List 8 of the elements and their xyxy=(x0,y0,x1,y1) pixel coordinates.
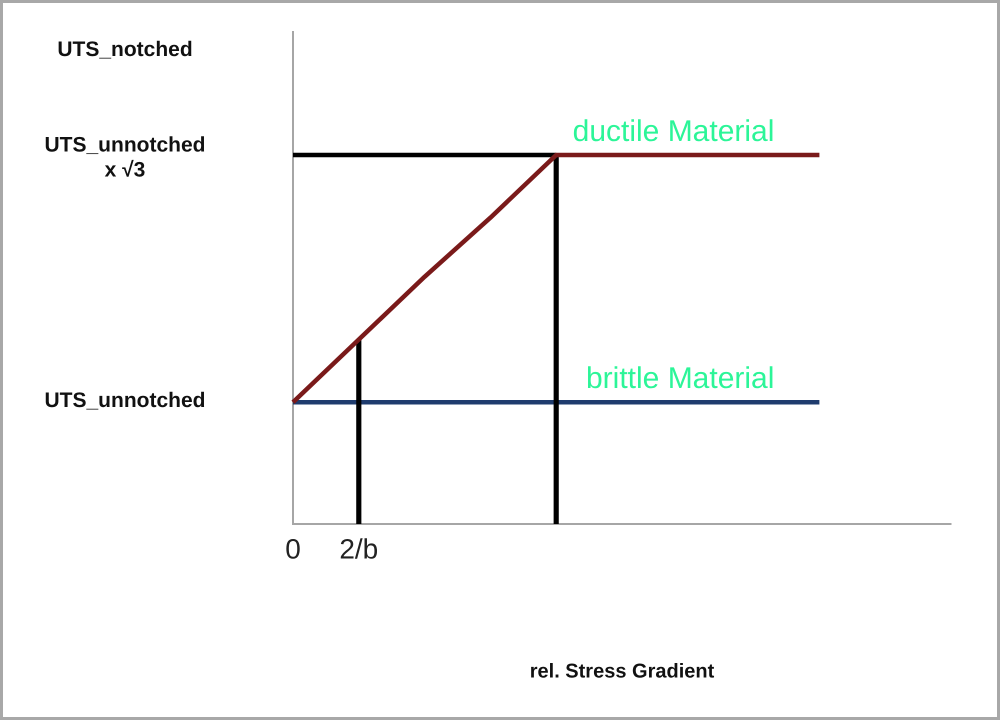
text: UTS_unnotched xyxy=(44,388,206,412)
series-label: ductile Material xyxy=(572,115,774,148)
text: UTS_unnotched x √3 xyxy=(44,133,206,182)
x-tick-label: 0 xyxy=(285,534,301,565)
series-label: brittle Material xyxy=(586,362,774,396)
x-axis-title: rel. Stress Gradient xyxy=(530,660,715,683)
text: UTS_notched xyxy=(57,38,193,61)
x-tick-label: 2/b xyxy=(339,534,378,565)
